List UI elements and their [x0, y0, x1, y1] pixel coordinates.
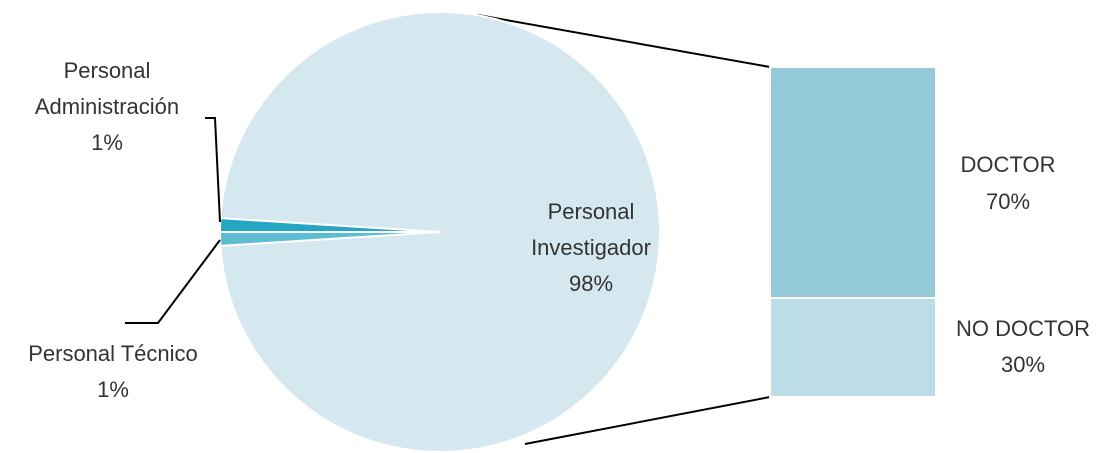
slice-label-administracion-line2: Administración: [35, 94, 179, 119]
segment-label-doctor: DOCTOR: [961, 152, 1056, 177]
bar-segment-no-doctor: [769, 297, 937, 398]
leader-line-administracion: [205, 117, 221, 223]
slice-label-administracion-line1: Personal: [64, 58, 151, 83]
slice-label-investigador-line2: Investigador: [531, 235, 651, 260]
pie: [218, 11, 661, 453]
slice-label-investigador-line1: Personal: [548, 199, 635, 224]
pie-slice-investigador: [219, 11, 661, 453]
slice-label-tecnico-percent: 1%: [97, 377, 129, 402]
slice-label-administracion-percent: 1%: [91, 130, 123, 155]
leader-line-tecnico: [125, 239, 221, 324]
breakdown-bar: [769, 66, 937, 398]
segment-label-no-doctor: NO DOCTOR: [956, 316, 1090, 341]
segment-label-doctor-percent: 70%: [986, 189, 1030, 214]
segment-label-no-doctor-percent: 30%: [1001, 352, 1045, 377]
slice-label-investigador-percent: 98%: [569, 271, 613, 296]
slice-label-tecnico-line1: Personal Técnico: [28, 341, 198, 366]
connector-line-bottom: [524, 396, 771, 445]
bar-segment-doctor: [769, 66, 937, 299]
connector-line-top: [477, 14, 771, 68]
